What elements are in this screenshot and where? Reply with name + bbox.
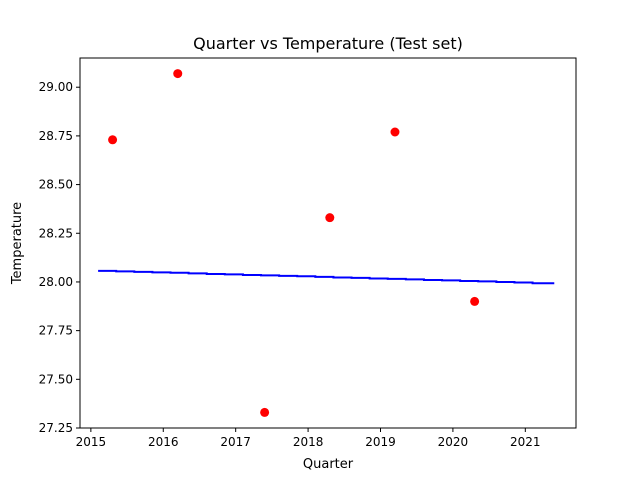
chart-title: Quarter vs Temperature (Test set) xyxy=(193,34,463,53)
y-tick-label: 27.75 xyxy=(39,324,73,338)
data-point xyxy=(325,213,335,223)
x-axis-label: Quarter xyxy=(303,457,354,472)
y-tick-label: 28.00 xyxy=(39,275,73,289)
y-tick-label: 28.25 xyxy=(39,226,73,240)
x-tick-label: 2017 xyxy=(220,435,251,449)
data-point xyxy=(470,296,480,306)
data-point xyxy=(260,407,270,417)
x-tick-label: 2021 xyxy=(510,435,541,449)
fit-line-layer xyxy=(98,269,555,285)
x-tick-label: 2019 xyxy=(365,435,396,449)
regression-line xyxy=(98,269,555,285)
y-tick-label: 27.50 xyxy=(39,372,73,386)
x-axis: 2015 2016 2017 2018 2019 2020 2021 xyxy=(76,428,541,449)
y-tick-label: 28.75 xyxy=(39,129,73,143)
x-tick-label: 2016 xyxy=(148,435,179,449)
y-axis-label: Temperature xyxy=(10,202,25,285)
x-tick-label: 2018 xyxy=(293,435,324,449)
data-point xyxy=(173,69,183,79)
data-point xyxy=(390,127,400,137)
x-tick-label: 2020 xyxy=(438,435,469,449)
y-tick-label: 28.50 xyxy=(39,178,73,192)
data-point xyxy=(108,135,118,145)
x-tick-label: 2015 xyxy=(76,435,107,449)
y-tick-label: 29.00 xyxy=(39,80,73,94)
y-axis: 27.25 27.50 27.75 28.00 28.25 28.50 28.75 29.00 xyxy=(39,80,80,435)
y-tick-label: 27.25 xyxy=(39,421,73,435)
scatter-points xyxy=(108,69,480,417)
plot-frame xyxy=(79,57,577,429)
